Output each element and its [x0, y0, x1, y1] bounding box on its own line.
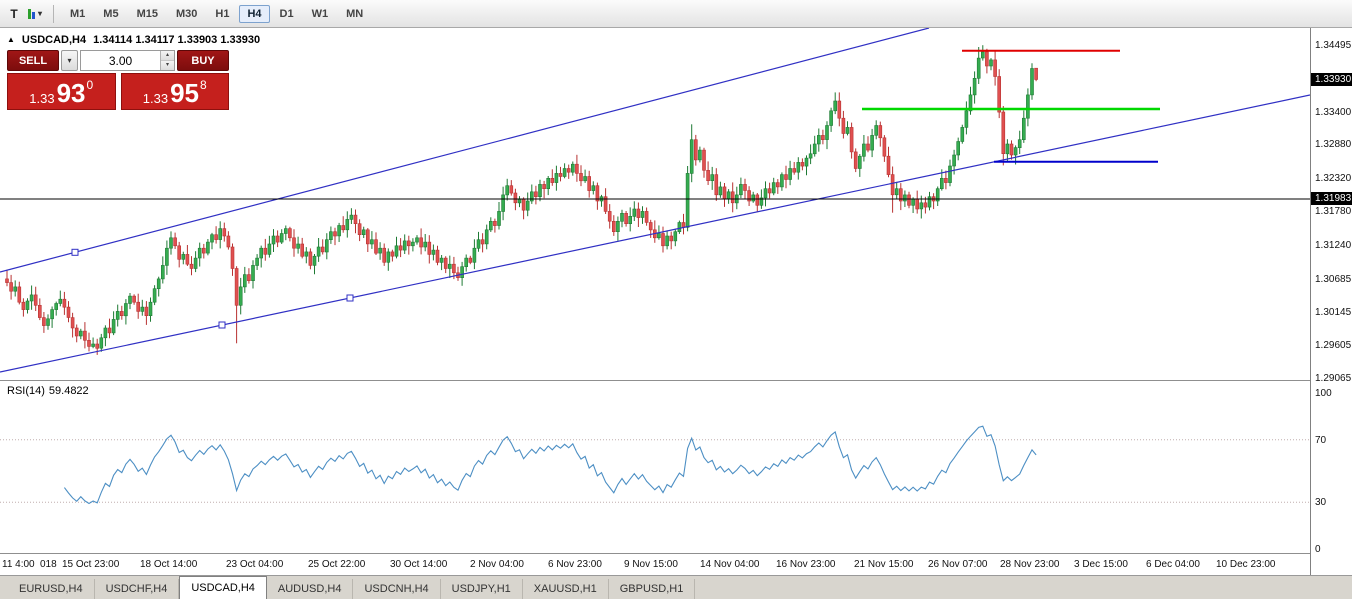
rsi-scale-label: 70 — [1315, 435, 1327, 446]
channel-upper — [0, 27, 930, 273]
trendline-handle — [218, 321, 226, 329]
chart-title: ▲ USDCAD,H4 1.34114 1.34117 1.33903 1.33… — [7, 34, 260, 46]
bid-price-prefix: 1.33 — [29, 91, 55, 106]
chart-ohlc-label: 1.34114 1.34117 1.33903 1.33930 — [93, 34, 261, 46]
price-scale-label: 1.33400 — [1315, 107, 1352, 118]
time-axis-label: 6 Nov 23:00 — [548, 559, 602, 570]
chart-tab-audusd-h4[interactable]: AUDUSD,H4 — [267, 579, 354, 599]
time-axis-label: 26 Nov 07:00 — [928, 559, 988, 570]
rsi-name: RSI(14) — [7, 385, 45, 397]
time-axis-label: 3 Dec 15:00 — [1074, 559, 1128, 570]
volume-field: ▴ ▾ — [80, 50, 175, 71]
timeframe-button-m1[interactable]: M1 — [62, 5, 93, 23]
timeframe-button-m30[interactable]: M30 — [168, 5, 205, 23]
ask-price-pip: 8 — [200, 78, 207, 92]
stepper-up-button[interactable]: ▴ — [161, 51, 174, 61]
symbol-marker-icon: ▲ — [7, 35, 15, 44]
chart-tab-usdcad-h4[interactable]: USDCAD,H4 — [179, 576, 267, 599]
time-axis-label: 11 4:00 — [2, 559, 35, 570]
candles-series — [5, 45, 1038, 355]
time-axis-label: 16 Nov 23:00 — [776, 559, 836, 570]
time-axis-label: 2 Nov 04:00 — [470, 559, 524, 570]
chart-tab-bar: EURUSD,H4 USDCHF,H4 USDCAD,H4 AUDUSD,H4 USDC… — [0, 575, 1352, 599]
chart-tab-xauusd-h1[interactable]: XAUUSD,H1 — [523, 579, 609, 599]
chart-window: ▲ USDCAD,H4 1.34114 1.34117 1.33903 1.33… — [0, 27, 1352, 575]
timeframe-button-h1[interactable]: H1 — [207, 5, 237, 23]
trend-channel[interactable] — [0, 27, 1311, 373]
price-scale-label: 1.34495 — [1315, 40, 1352, 51]
price-scale-label: 1.31780 — [1315, 206, 1352, 217]
chart-tab-usdjpy-h1[interactable]: USDJPY,H1 — [441, 579, 523, 599]
rsi-scale-label: 100 — [1315, 388, 1332, 399]
time-axis-label: 14 Nov 04:00 — [700, 559, 760, 570]
volume-input[interactable] — [81, 51, 160, 70]
hline-price-badge: 1.31983 — [1311, 192, 1352, 205]
panel-splitter[interactable] — [0, 380, 1352, 381]
price-scale[interactable]: 1.34495 1.33400 1.32880 1.32320 1.31780 1.312… — [1310, 28, 1352, 575]
rsi-line — [63, 425, 1037, 505]
rsi-value: 59.4822 — [48, 385, 89, 397]
timeframe-button-h4[interactable]: H4 — [239, 4, 270, 23]
rsi-indicator-label: RSI(14) 59.4822 — [7, 385, 93, 397]
time-axis-label: 10 Dec 23:00 — [1216, 559, 1276, 570]
time-axis-label: 18 Oct 14:00 — [140, 559, 198, 570]
rsi-scale-label: 30 — [1315, 497, 1327, 508]
rsi-scale-label: 0 — [1315, 544, 1321, 555]
timeframe-toolbar: M1 M5 M15 M30 H1 H4 D1 W1 MN — [61, 4, 372, 23]
candlestick-icon — [28, 8, 35, 19]
sell-quote-button[interactable]: 1.33 93 0 — [7, 73, 116, 110]
trendline-handle — [346, 294, 354, 302]
toolbar: T ▾ M1 M5 M15 M30 H1 H4 D1 W1 MN — [0, 0, 1352, 28]
time-axis-label: 15 Oct 23:00 — [62, 559, 120, 570]
timeframe-button-m5[interactable]: M5 — [95, 5, 126, 23]
volume-dropdown-button[interactable]: ▾ — [61, 50, 78, 71]
price-scale-label: 1.32880 — [1315, 139, 1352, 150]
time-axis-label: 6 Dec 04:00 — [1146, 559, 1200, 570]
price-scale-label: 1.29065 — [1315, 373, 1352, 384]
bid-price-big: 93 — [56, 78, 86, 108]
price-scale-label: 1.32320 — [1315, 173, 1352, 184]
trendline-handle — [71, 248, 79, 256]
time-axis-label: 28 Nov 23:00 — [1000, 559, 1060, 570]
ask-price-big: 95 — [170, 78, 200, 108]
ask-price-prefix: 1.33 — [142, 91, 169, 106]
buy-button[interactable]: BUY — [177, 50, 229, 71]
rsi-chart-area[interactable] — [0, 381, 1310, 553]
chart-tab-usdcnh-h4[interactable]: USDCNH,H4 — [353, 579, 441, 599]
stepper-down-button[interactable]: ▾ — [161, 61, 174, 70]
timeframe-button-d1[interactable]: D1 — [272, 5, 302, 23]
text-tool-button[interactable]: T — [4, 4, 24, 24]
timeframe-button-mn[interactable]: MN — [338, 5, 371, 23]
chart-symbol-label: USDCAD,H4 — [21, 34, 87, 46]
chevron-down-icon: ▾ — [67, 56, 72, 65]
one-click-trading-panel: SELL ▾ ▴ ▾ BUY 1.33 93 0 1.33 95 — [7, 50, 229, 110]
chart-tab-usdchf-h4[interactable]: USDCHF,H4 — [95, 579, 180, 599]
chart-tab-gbpusd-h1[interactable]: GBPUSD,H1 — [609, 579, 696, 599]
time-axis[interactable]: 11 4:00 018 15 Oct 23:00 18 Oct 14:00 23 Oct… — [0, 553, 1352, 575]
timeframe-button-w1[interactable]: W1 — [304, 5, 337, 23]
price-scale-label: 1.30685 — [1315, 274, 1352, 285]
chart-tab-eurusd-h4[interactable]: EURUSD,H4 — [8, 579, 95, 599]
current-price-badge: 1.33930 — [1311, 73, 1352, 86]
new-chart-button[interactable]: ▾ — [24, 4, 46, 24]
time-axis-label: 23 Oct 04:00 — [226, 559, 284, 570]
chevron-down-icon: ▾ — [38, 9, 43, 18]
price-scale-label: 1.31240 — [1315, 240, 1352, 251]
volume-stepper: ▴ ▾ — [160, 51, 174, 70]
buy-quote-button[interactable]: 1.33 95 8 — [120, 73, 229, 110]
time-axis-label: 018 — [40, 559, 57, 570]
time-axis-label: 9 Nov 15:00 — [624, 559, 678, 570]
price-scale-label: 1.29605 — [1315, 340, 1352, 351]
channel-lower — [0, 94, 1311, 373]
toolbar-separator — [53, 4, 55, 23]
bid-price-pip: 0 — [86, 78, 94, 92]
price-chart-area[interactable] — [0, 27, 1311, 380]
time-axis-label: 25 Oct 22:00 — [308, 559, 366, 570]
sell-button[interactable]: SELL — [7, 50, 59, 71]
timeframe-button-m15[interactable]: M15 — [129, 5, 166, 23]
time-axis-label: 21 Nov 15:00 — [854, 559, 914, 570]
price-scale-label: 1.30145 — [1315, 307, 1352, 318]
time-axis-label: 30 Oct 14:00 — [390, 559, 448, 570]
